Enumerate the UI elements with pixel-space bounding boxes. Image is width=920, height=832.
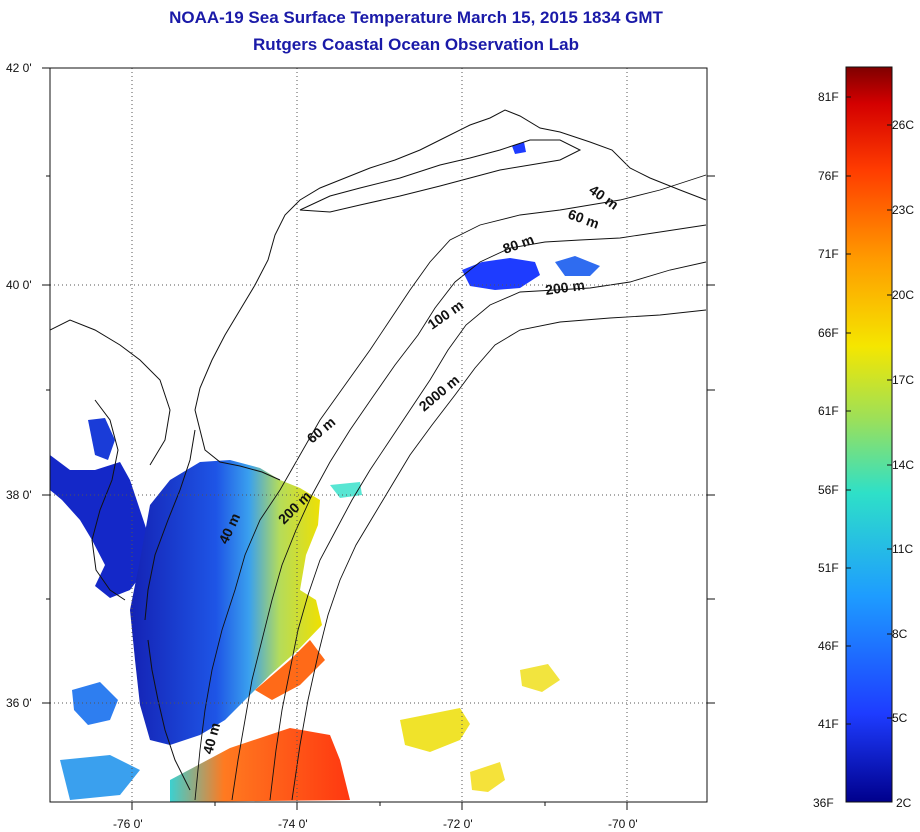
cb-c-label: 20C	[892, 288, 915, 302]
isobath-label: 40 m	[199, 721, 223, 756]
isobaths	[194, 174, 707, 801]
lon-label: -76 0'	[113, 817, 143, 831]
cb-c-label: 23C	[892, 203, 915, 217]
lat-label: 38 0'	[6, 488, 32, 502]
cb-f-label: 71F	[818, 247, 839, 261]
coastline	[50, 109, 707, 791]
yellow-patch-2	[470, 762, 505, 792]
atlantic-coastline	[194, 109, 707, 481]
map-subtitle: Rutgers Coastal Ocean Observation Lab	[253, 35, 579, 54]
isobath-200m	[269, 261, 707, 801]
cb-f-label: 51F	[818, 561, 839, 575]
lat-label: 42 0'	[6, 61, 32, 75]
bay-upper-sst	[88, 418, 115, 460]
lat-label: 36 0'	[6, 696, 32, 710]
western-land	[50, 319, 171, 466]
delmarva	[144, 429, 196, 621]
cb-f-label: 66F	[818, 326, 839, 340]
yellow-patch-3	[520, 664, 560, 692]
sst-field	[50, 142, 600, 802]
south-sst	[170, 728, 350, 802]
isobath-label: 60 m	[304, 414, 339, 447]
cb-f-label: 56F	[818, 483, 839, 497]
isobath-40m	[194, 174, 707, 801]
shelf-fringe-sst	[330, 482, 362, 498]
chesapeake-bay-sst	[50, 455, 150, 598]
cb-c-label: 8C	[892, 627, 908, 641]
cb-f-label: 76F	[818, 169, 839, 183]
cb-c-label: 2C	[896, 796, 912, 810]
cb-c-label: 11C	[892, 542, 914, 556]
lon-label: -70 0'	[608, 817, 638, 831]
graticule	[50, 68, 707, 802]
isobath-2000m	[291, 309, 707, 801]
cb-f-label: 81F	[818, 90, 839, 104]
cb-f-label: 41F	[818, 717, 839, 731]
lon-label: -72 0'	[443, 817, 473, 831]
cb-c-label: 26C	[892, 118, 915, 132]
cb-c-label: 17C	[892, 373, 915, 387]
yellow-patch-1	[400, 708, 470, 752]
map-frame	[49, 67, 708, 803]
cb-c-label: 5C	[892, 711, 908, 725]
lat-label: 40 0'	[6, 278, 32, 292]
axis-ticks	[42, 67, 715, 810]
isobath-label: 100 m	[425, 297, 467, 333]
isobath-label: 2000 m	[416, 372, 463, 415]
sound-sst-2	[60, 755, 140, 800]
cb-f-label: 61F	[818, 404, 839, 418]
nc-coast	[147, 639, 191, 791]
map-title: NOAA-19 Sea Surface Temperature March 15…	[169, 8, 663, 27]
isobath-label: 40 m	[586, 181, 621, 212]
north-blue-sst-2	[555, 256, 600, 276]
cb-f-label: 46F	[818, 639, 839, 653]
isobath-label: 60 m	[566, 206, 601, 232]
ches-west-shore	[91, 399, 126, 601]
long-island	[299, 139, 582, 213]
north-blue-sst	[462, 258, 540, 290]
colorbar	[845, 66, 893, 803]
shelf-sst	[130, 460, 322, 745]
lon-label: -74 0'	[278, 817, 308, 831]
cb-c-label: 14C	[892, 458, 915, 472]
isobath-label: 80 m	[501, 231, 536, 257]
isobath-label: 200 m	[544, 277, 586, 298]
isobath-60m	[231, 224, 707, 801]
cb-f-label: 36F	[813, 796, 834, 810]
colorbar-ticks	[846, 96, 892, 725]
